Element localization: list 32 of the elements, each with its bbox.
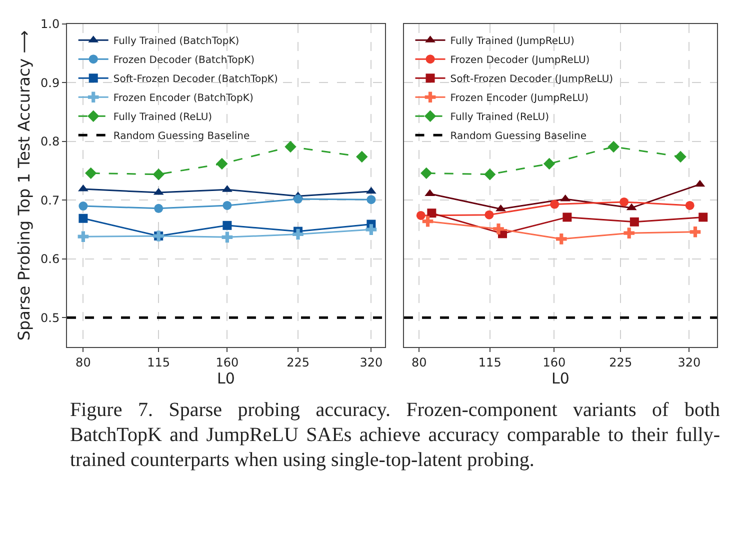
legend-label: Random Guessing Baseline bbox=[450, 131, 587, 142]
legend-label: Frozen Encoder (BatchTopK) bbox=[113, 93, 254, 104]
legend-label: Soft-Frozen Decoder (BatchTopK) bbox=[113, 74, 278, 86]
x-tick-label: 115 bbox=[147, 355, 170, 370]
x-tick-label: 115 bbox=[478, 355, 502, 370]
x-tick-label: 320 bbox=[678, 355, 701, 370]
caption: Figure 7. Sparse probing accuracy. Frozen-component variants of both BatchTopK and JumpReLU SAEs achieve accuracy comparable to their fully-trained counterparts when using single-top-latent probing. bbox=[70, 398, 720, 473]
legend-label: Fully Trained (ReLU) bbox=[450, 112, 550, 124]
x-tick-label: 225 bbox=[286, 355, 310, 370]
x-axis-title: L0 bbox=[552, 369, 570, 388]
legend-label: Fully Trained (JumpReLU) bbox=[450, 36, 574, 48]
x-tick-label: 225 bbox=[609, 355, 632, 370]
y-tick-label: 1.0 bbox=[40, 17, 60, 32]
legend-label: Random Guessing Baseline bbox=[113, 131, 250, 142]
x-axis-title: L0 bbox=[217, 369, 235, 388]
legend-label: Frozen Decoder (JumpReLU) bbox=[450, 55, 590, 66]
y-tick-label: 0.9 bbox=[40, 76, 60, 90]
legend-label: Soft-Frozen Decoder (JumpReLU) bbox=[450, 74, 614, 86]
x-tick-label: 320 bbox=[360, 355, 383, 370]
legend-label: Fully Trained (BatchTopK) bbox=[113, 36, 240, 48]
legend-label: Frozen Encoder (JumpReLU) bbox=[450, 93, 589, 104]
x-tick-label: 160 bbox=[216, 355, 239, 370]
legend-label: Frozen Decoder (BatchTopK) bbox=[113, 55, 255, 66]
x-tick-label: 80 bbox=[76, 355, 91, 370]
y-tick-label: 0.6 bbox=[40, 252, 60, 266]
y-tick-label: 0.8 bbox=[40, 134, 60, 149]
legend-label: Fully Trained (ReLU) bbox=[113, 112, 212, 124]
y-axis-title: Sparse Probing Top 1 Test Accuracy ⟶ bbox=[14, 30, 34, 341]
x-tick-label: 80 bbox=[412, 355, 427, 370]
y-tick-label: 0.5 bbox=[40, 310, 60, 325]
x-tick-label: 160 bbox=[542, 355, 566, 370]
y-tick-label: 0.7 bbox=[40, 193, 60, 208]
